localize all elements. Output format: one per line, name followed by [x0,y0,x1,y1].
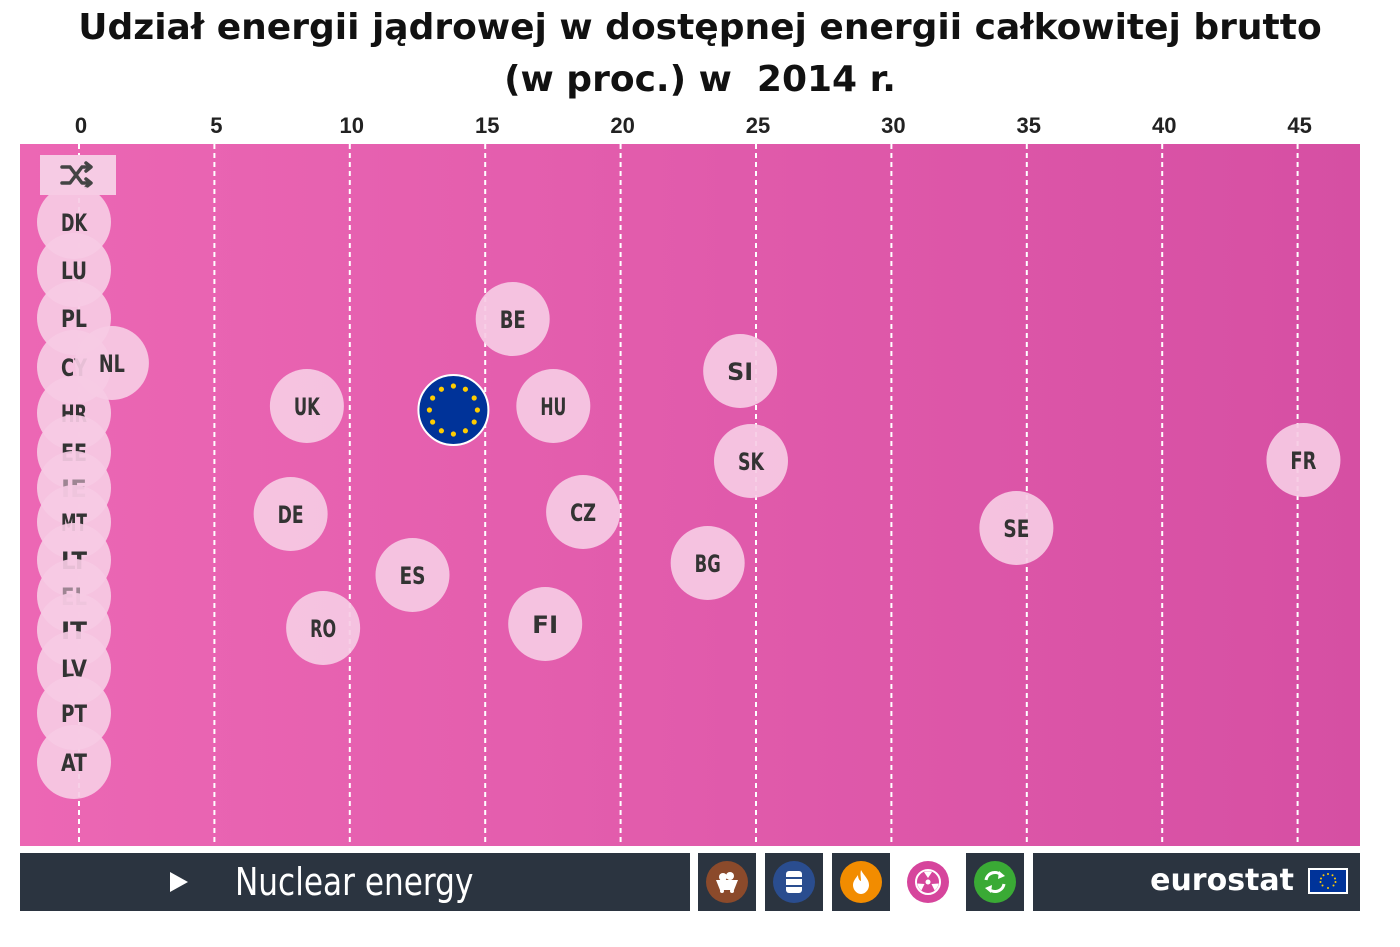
energy-selector-panel: Nuclear energy [20,853,690,911]
bottom-toolbar: Nuclear energy [20,853,1360,911]
bubble-label: AT [61,749,87,777]
eu-star [471,419,477,425]
title-line-1: Udział energii jądrowej w dostępnej ener… [78,7,1322,48]
bubble-eu[interactable] [417,374,490,446]
bubble-label: UK [294,393,321,421]
nuclear-icon [907,861,949,903]
data-points: DKLUPLCYNLHREEIEMTLTELITLVPTATBEUKHUSISK… [37,185,1341,799]
bubble-label: SK [738,448,765,476]
bubble-circle [979,491,1054,565]
x-tick-label: 20 [610,113,634,138]
x-tick-label: 0 [75,113,87,138]
eu-flag-icon [1308,868,1348,894]
nuclear-button[interactable] [899,853,957,911]
bubble-si[interactable]: SI [703,334,778,408]
x-tick-label: 40 [1152,113,1176,138]
eu-flag-bubble [417,374,490,446]
eu-star [438,386,445,392]
eu-star [426,407,433,413]
chart-title: Udział energii jądrowej w dostępnej ener… [0,2,1400,106]
bubble-be[interactable]: BE [475,282,550,356]
bubble-label: PL [61,305,87,333]
bubble-label: PT [61,700,87,728]
oil-barrel-icon [773,861,815,903]
bubble-circle [1266,423,1341,497]
bubble-at[interactable]: AT [37,725,111,799]
bubble-se[interactable]: SE [979,491,1054,565]
bubble-label: BE [500,306,526,334]
plot-background [20,144,1360,846]
bubble-fi[interactable]: FI [508,587,583,661]
x-tick-label: 30 [881,113,905,138]
bubble-cz[interactable]: CZ [546,475,621,549]
bubble-es[interactable]: ES [375,538,450,612]
bubble-label: SI [727,358,753,386]
bubble-circle [375,538,450,612]
bubble-circle [516,369,591,443]
energy-type-label: Nuclear energy [235,860,474,904]
eurostat-logo[interactable]: eurostat [1150,863,1294,898]
x-axis-ticks: 0 5 10 15 20 25 30 35 40 45 [75,113,1312,138]
eu-star [462,386,469,392]
bubble-circle [475,282,550,356]
eu-star [438,428,445,434]
eu-star [474,407,481,413]
x-tick-label: 10 [340,113,364,138]
bubble-circle [253,477,328,551]
bubble-label: RO [310,615,336,643]
eu-star [450,383,457,389]
eu-star [430,395,436,401]
bubble-circle [714,424,788,498]
bubble-label: CZ [570,499,596,527]
bubble-label: HU [540,393,566,421]
bubble-label: FI [532,611,558,639]
bubble-circle [546,475,621,549]
eu-star [471,395,477,401]
renewables-icon [974,861,1016,903]
bubble-bg[interactable]: BG [670,526,745,600]
bubble-circle [74,326,149,400]
eu-star [450,431,457,437]
title-line-2: (w proc.) w 2014 r. [504,59,896,100]
bubble-fr[interactable]: FR [1266,423,1341,497]
bubble-circle [508,587,583,661]
shuffle-icon [60,161,93,189]
bubble-sk[interactable]: SK [714,424,788,498]
eu-star [462,428,469,434]
bubble-label: ES [400,562,426,590]
bubble-label: DE [278,501,304,529]
brand-panel: eurostat [1033,853,1360,911]
coal-icon [706,861,748,903]
bubble-circle [670,526,745,600]
bubble-ro[interactable]: RO [286,591,361,665]
bubble-label: FR [1290,447,1316,475]
play-icon[interactable] [170,872,188,892]
bubble-hu[interactable]: HU [516,369,591,443]
bubble-circle [269,369,344,443]
bubble-circle [286,591,361,665]
gas-button[interactable] [832,853,890,911]
gas-flame-icon [840,861,882,903]
bubble-label: BG [695,550,721,578]
coal-button[interactable] [698,853,756,911]
x-tick-label: 35 [1017,113,1041,138]
renewables-button[interactable] [966,853,1024,911]
bubble-label: DK [61,209,88,237]
bubble-label: LU [61,257,87,285]
x-tick-label: 25 [746,113,770,138]
eu-star [430,419,436,425]
bubble-circle [37,725,111,799]
bubble-label: NL [99,350,125,378]
bubble-nl[interactable]: NL [74,326,149,400]
bubble-circle [703,334,778,408]
bubble-label: SE [1003,515,1029,543]
bubble-de[interactable]: DE [253,477,328,551]
x-tick-label: 5 [210,113,222,138]
x-tick-label: 15 [475,113,499,138]
bubble-uk[interactable]: UK [269,369,344,443]
x-tick-label: 45 [1287,113,1311,138]
oil-button[interactable] [765,853,823,911]
